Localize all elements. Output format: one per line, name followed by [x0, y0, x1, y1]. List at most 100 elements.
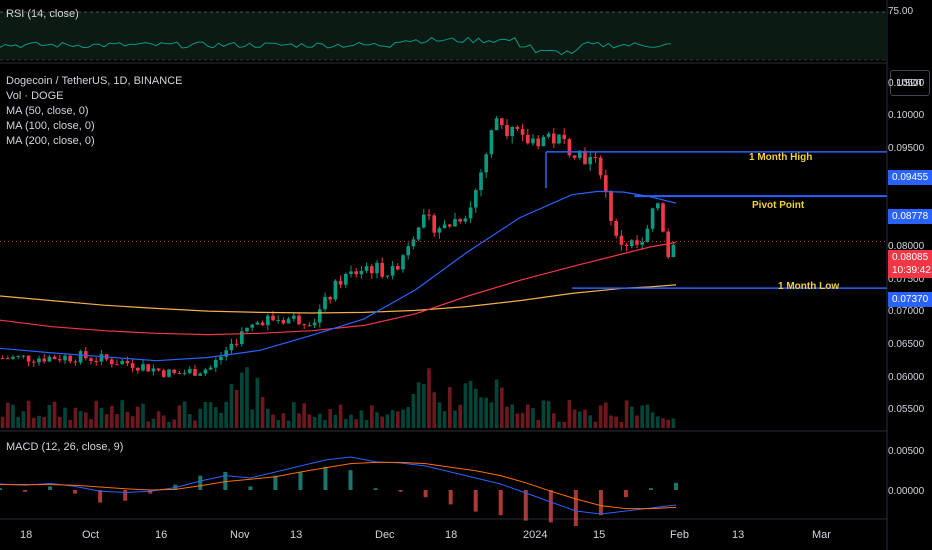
- volume-bar: [489, 402, 494, 428]
- ma100-legend[interactable]: MA (100, close, 0): [6, 120, 95, 132]
- macd-histogram-bar: [98, 490, 103, 503]
- candle-body: [515, 126, 520, 130]
- volume-bar: [645, 404, 650, 428]
- main-legend: Dogecoin / TetherUS, 1D, BINANCE Vol · D…: [6, 74, 182, 149]
- volume-bar: [655, 416, 660, 428]
- volume-bar: [494, 379, 499, 428]
- volume-bar: [151, 418, 156, 428]
- candle-body: [42, 358, 47, 362]
- candle-body: [349, 271, 353, 274]
- rsi-legend: RSI (14, close): [6, 8, 79, 20]
- candle-body: [250, 324, 255, 328]
- month-high-annotation: 1 Month High: [749, 152, 813, 163]
- volume-bar: [125, 411, 130, 428]
- candle-body: [219, 356, 223, 361]
- volume-bar: [468, 380, 473, 428]
- volume-bar: [83, 412, 88, 428]
- volume-bar: [577, 411, 582, 428]
- volume-bar: [442, 411, 447, 428]
- candle-body: [120, 360, 125, 365]
- volume-bar: [603, 402, 608, 428]
- volume-bar: [505, 406, 509, 428]
- candle-body: [359, 270, 364, 275]
- rsi-band: [0, 12, 887, 60]
- volume-bar: [307, 414, 312, 428]
- candle-body: [650, 208, 655, 229]
- volume-bar: [99, 407, 104, 428]
- volume-bar: [349, 414, 353, 428]
- candle-body: [89, 358, 93, 362]
- ma200-legend[interactable]: MA (200, close, 0): [6, 135, 95, 147]
- volume-bar: [239, 372, 244, 428]
- volume-bar: [0, 416, 5, 428]
- candle-body: [473, 190, 478, 208]
- symbol-title[interactable]: Dogecoin / TetherUS, 1D, BINANCE: [6, 75, 183, 87]
- countdown-tag: 10:39:42: [888, 263, 932, 278]
- macd-histogram-bar: [498, 490, 503, 516]
- macd-histogram-bar: [573, 490, 578, 526]
- time-tick: 2024: [523, 529, 548, 541]
- candle-body: [505, 125, 509, 137]
- macd-histogram-bar: [198, 475, 203, 490]
- volume-bar: [427, 368, 431, 428]
- macd-histogram-bar: [73, 490, 78, 494]
- volume-bar: [146, 421, 151, 428]
- candle-body: [203, 369, 208, 374]
- candle-body: [671, 244, 676, 258]
- volume-bar: [666, 419, 671, 428]
- candle-body: [557, 134, 561, 144]
- candle-body: [442, 224, 447, 229]
- volume-bar: [208, 402, 213, 428]
- macd-histogram-bar: [398, 490, 403, 492]
- candle-body: [333, 280, 338, 300]
- volume-bar: [385, 414, 390, 428]
- volume-bar: [369, 405, 374, 428]
- volume-bar: [260, 397, 265, 428]
- candle-body: [479, 172, 483, 191]
- candle-body: [291, 315, 296, 319]
- volume-bar: [115, 414, 119, 428]
- volume-bar: [193, 420, 197, 428]
- candle-body: [302, 324, 307, 326]
- candle-body: [354, 271, 359, 275]
- volume-bar: [635, 415, 639, 428]
- volume-bar: [109, 405, 114, 428]
- candle-body: [447, 224, 452, 227]
- macd-histogram-bar: [473, 490, 478, 512]
- candle-body: [411, 239, 416, 247]
- candle-body: [312, 322, 317, 326]
- macd-histogram-bar: [323, 466, 328, 490]
- macd-legend[interactable]: MACD (12, 26, close, 9): [6, 441, 124, 453]
- volume-bar: [473, 388, 478, 428]
- time-tick: Mar: [812, 529, 831, 541]
- candle-body: [94, 361, 99, 363]
- volume-bar: [245, 367, 249, 428]
- ma50-legend[interactable]: MA (50, close, 0): [6, 105, 89, 117]
- candle-body: [619, 235, 624, 245]
- candle-body: [499, 118, 504, 126]
- volume-bar: [219, 412, 223, 428]
- candle-body: [640, 242, 645, 245]
- time-tick: 18: [445, 529, 458, 541]
- volume-bar: [333, 414, 338, 428]
- volume-bar: [73, 407, 78, 428]
- time-tick: 13: [732, 529, 745, 541]
- candle-body: [536, 138, 541, 147]
- currency-button[interactable]: USDT: [890, 70, 930, 96]
- candle-body: [260, 322, 265, 326]
- volume-bar: [364, 420, 369, 428]
- volume-bar: [177, 405, 182, 428]
- volume-bar: [57, 416, 62, 428]
- candle-body: [182, 373, 187, 375]
- volume-bar: [26, 400, 31, 428]
- candle-body: [603, 175, 608, 192]
- volume-bar: [255, 377, 260, 428]
- candle-body: [624, 244, 629, 246]
- macd-histogram-bar: [298, 472, 303, 490]
- macd-histogram-bar: [523, 490, 528, 521]
- volume-bar: [447, 387, 452, 428]
- volume-legend[interactable]: Vol · DOGE: [6, 90, 64, 102]
- candle-body: [375, 262, 379, 274]
- volume-bar: [551, 413, 556, 428]
